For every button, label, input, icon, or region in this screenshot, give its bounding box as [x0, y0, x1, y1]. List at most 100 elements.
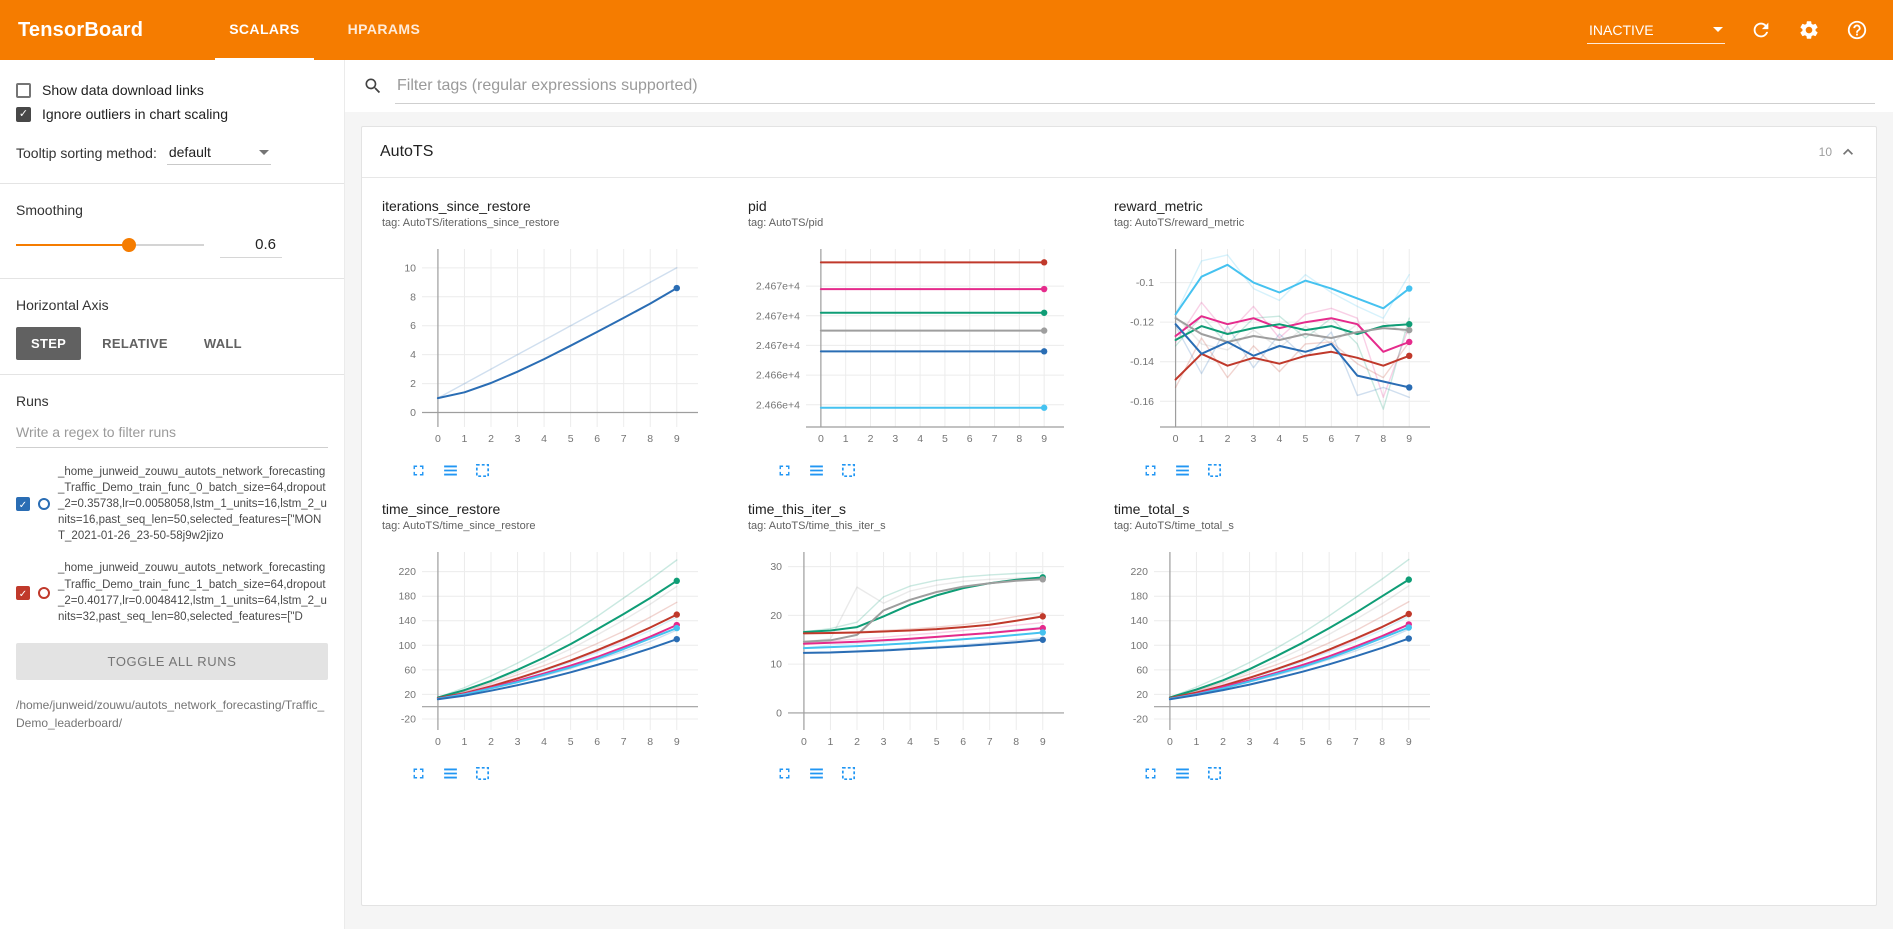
- chart-title: reward_metric: [1114, 198, 1203, 214]
- svg-text:2: 2: [1225, 433, 1231, 445]
- smoothing-value[interactable]: 0.6: [220, 232, 282, 258]
- fullscreen-icon[interactable]: [1142, 462, 1159, 479]
- svg-text:2: 2: [1220, 736, 1226, 748]
- show-download-links-row[interactable]: Show data download links: [16, 82, 328, 98]
- chart-title: time_total_s: [1114, 501, 1190, 517]
- main-area: AutoTS 10 iterations_since_restore tag: …: [345, 60, 1893, 929]
- general-options-section: Show data download links Ignore outliers…: [0, 60, 344, 184]
- svg-text:7: 7: [992, 433, 998, 445]
- chart-plot[interactable]: 0 1 2 3 4 5 6 7 8 9 0 2 4 6 8 10: [382, 239, 712, 453]
- chart-toolbar: [1142, 462, 1456, 479]
- horizontal-lines-icon[interactable]: [1174, 765, 1191, 782]
- run-row[interactable]: ✓ _home_junweid_zouwu_autots_network_for…: [16, 464, 328, 544]
- svg-text:60: 60: [1136, 664, 1148, 676]
- status-dropdown[interactable]: INACTIVE: [1587, 17, 1725, 44]
- tooltip-sorting-label: Tooltip sorting method:: [16, 144, 157, 161]
- run-label: _home_junweid_zouwu_autots_network_forec…: [58, 562, 327, 623]
- fit-domain-icon[interactable]: [1206, 462, 1223, 479]
- tag-filter-input[interactable]: [395, 68, 1875, 104]
- run-checkbox[interactable]: ✓: [16, 585, 30, 600]
- fit-domain-icon[interactable]: [840, 462, 857, 479]
- header-actions: INACTIVE: [1587, 17, 1869, 44]
- horizontal-lines-icon[interactable]: [1174, 462, 1191, 479]
- chart-title: pid: [748, 198, 767, 214]
- refresh-icon[interactable]: [1749, 18, 1773, 42]
- svg-text:6: 6: [1328, 433, 1334, 445]
- horizontal-lines-icon[interactable]: [442, 765, 459, 782]
- svg-text:8: 8: [1379, 736, 1385, 748]
- svg-text:-0.16: -0.16: [1130, 396, 1154, 408]
- fit-domain-icon[interactable]: [474, 765, 491, 782]
- svg-text:0: 0: [818, 433, 824, 445]
- svg-text:3: 3: [892, 433, 898, 445]
- axis-option-step[interactable]: STEP: [16, 327, 82, 360]
- fullscreen-icon[interactable]: [776, 765, 793, 782]
- svg-text:0: 0: [435, 433, 441, 445]
- chart-plot[interactable]: 0 1 2 3 4 5 6 7 8 9 220 180 140 100 60 20 -20: [1114, 542, 1444, 756]
- tab-hparams[interactable]: HPARAMS: [347, 21, 421, 37]
- run-list: ✓ _home_junweid_zouwu_autots_network_for…: [16, 464, 328, 625]
- autots-card: AutoTS 10 iterations_since_restore tag: …: [361, 126, 1877, 906]
- fit-domain-icon[interactable]: [474, 462, 491, 479]
- card-area: AutoTS 10 iterations_since_restore tag: …: [345, 112, 1893, 929]
- run-row[interactable]: ✓ _home_junweid_zouwu_autots_network_for…: [16, 560, 328, 624]
- svg-text:0: 0: [1173, 433, 1179, 445]
- svg-text:2.466e+4: 2.466e+4: [756, 399, 800, 411]
- fullscreen-icon[interactable]: [410, 765, 427, 782]
- svg-text:0: 0: [776, 707, 782, 719]
- svg-text:1: 1: [843, 433, 849, 445]
- svg-text:140: 140: [1130, 615, 1148, 627]
- chart-toolbar: [776, 765, 1090, 782]
- horizontal-lines-icon[interactable]: [808, 462, 825, 479]
- chart-title: time_since_restore: [382, 501, 501, 517]
- ignore-outliers-row[interactable]: Ignore outliers in chart scaling: [16, 106, 328, 122]
- chart-plot[interactable]: 0 1 2 3 4 5 6 7 8 9 30 20 10 0: [748, 542, 1078, 756]
- svg-text:1: 1: [1199, 433, 1205, 445]
- axis-option-relative[interactable]: RELATIVE: [102, 336, 168, 351]
- svg-text:4: 4: [541, 736, 547, 748]
- sidebar-checkbox[interactable]: [16, 82, 31, 98]
- chart-plot[interactable]: 0 1 2 3 4 5 6 7 8 9 220 180 140 100 60 20 -20: [382, 542, 712, 756]
- sidebar-checkbox[interactable]: [16, 106, 31, 122]
- help-icon[interactable]: [1845, 18, 1869, 42]
- run-radio[interactable]: [38, 586, 50, 599]
- smoothing-slider-thumb[interactable]: [121, 238, 136, 252]
- svg-text:10: 10: [404, 262, 416, 274]
- horizontal-lines-icon[interactable]: [442, 462, 459, 479]
- svg-text:8: 8: [1013, 736, 1019, 748]
- fullscreen-icon[interactable]: [410, 462, 427, 479]
- fullscreen-icon[interactable]: [776, 462, 793, 479]
- runs-filter-input[interactable]: [16, 417, 328, 448]
- app-title: TensorBoard: [18, 18, 144, 41]
- svg-text:7: 7: [621, 433, 627, 445]
- fit-domain-icon[interactable]: [840, 765, 857, 782]
- gear-icon[interactable]: [1797, 18, 1821, 42]
- run-checkbox[interactable]: ✓: [16, 497, 30, 512]
- chevron-down-icon: [258, 149, 269, 155]
- axis-option-wall[interactable]: WALL: [203, 336, 242, 351]
- horizontal-axis-section: Horizontal Axis STEP RELATIVE WALL: [0, 279, 344, 375]
- svg-text:1: 1: [462, 736, 468, 748]
- svg-text:0: 0: [410, 407, 416, 419]
- smoothing-slider[interactable]: [16, 238, 204, 252]
- chevron-up-icon[interactable]: [1838, 142, 1858, 162]
- card-header[interactable]: AutoTS 10: [362, 127, 1876, 178]
- fit-domain-icon[interactable]: [1206, 765, 1223, 782]
- tooltip-sorting-select[interactable]: default: [166, 140, 271, 165]
- svg-text:5: 5: [934, 736, 940, 748]
- toggle-all-runs-button[interactable]: TOGGLE ALL RUNS: [16, 642, 328, 680]
- chart-plot[interactable]: 0 1 2 3 4 5 6 7 8 9 -0.1 -0.12 -0.14 -0.16: [1114, 239, 1444, 453]
- svg-text:2: 2: [488, 433, 494, 445]
- chevron-down-icon: [1713, 27, 1723, 32]
- svg-text:-0.12: -0.12: [1130, 317, 1154, 329]
- svg-text:5: 5: [568, 736, 574, 748]
- fullscreen-icon[interactable]: [1142, 765, 1159, 782]
- chart-toolbar: [1142, 765, 1456, 782]
- chart-tile: time_since_restore tag: AutoTS/time_sinc…: [372, 501, 734, 782]
- run-radio[interactable]: [38, 498, 50, 511]
- chart-plot[interactable]: 0 1 2 3 4 5 6 7 8 9 2.467e+4 2.467e+4 2.467e+4 2.466e…: [748, 239, 1078, 453]
- svg-text:2: 2: [854, 736, 860, 748]
- tab-scalars[interactable]: SCALARS: [215, 0, 314, 60]
- horizontal-lines-icon[interactable]: [808, 765, 825, 782]
- svg-text:20: 20: [1136, 689, 1148, 701]
